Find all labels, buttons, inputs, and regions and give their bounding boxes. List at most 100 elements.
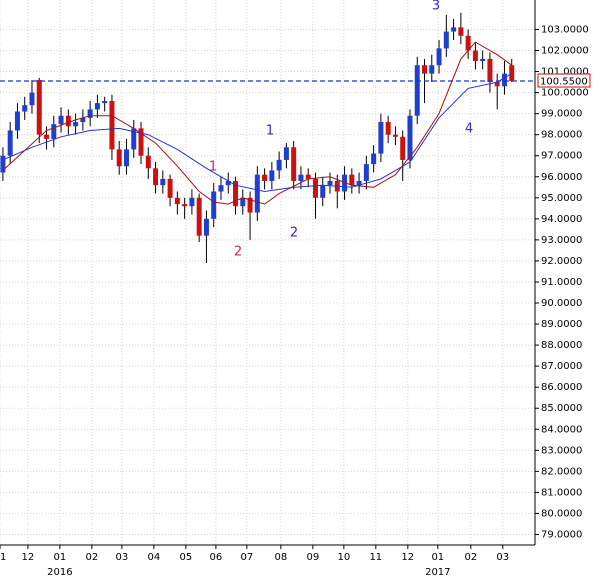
y-tick-label: 79.0000 [541, 529, 582, 540]
candle-body [116, 149, 122, 167]
candle-body [400, 136, 406, 160]
candle-body [327, 180, 333, 186]
candle-body [254, 174, 260, 213]
year-label: 2017 [425, 567, 450, 578]
candle-body [225, 180, 231, 186]
candle-body [458, 27, 464, 36]
candle-body [305, 174, 311, 179]
candle-body [378, 122, 384, 154]
x-tick-label: 07 [240, 552, 253, 563]
y-tick-label: 81.0000 [541, 487, 582, 498]
x-tick-label: 02 [86, 552, 99, 563]
x-tick-label: 09 [306, 552, 319, 563]
candle-body [247, 197, 253, 213]
y-tick-label: 91.0000 [541, 277, 582, 288]
candle-body [123, 149, 129, 167]
y-tick-label: 84.0000 [541, 424, 582, 435]
candle-body [203, 218, 209, 236]
candle-body [51, 124, 57, 139]
candle-body [131, 128, 137, 150]
candle-body [145, 155, 151, 169]
x-tick-label: 01 [54, 552, 67, 563]
wave-label: 1 [266, 124, 274, 139]
x-tick-label: 04 [148, 552, 161, 563]
candle-body [443, 31, 449, 49]
x-tick-label: 10 [337, 552, 350, 563]
candle-body [7, 130, 13, 156]
x-tick-label: 11 [369, 552, 382, 563]
moving-average [2, 73, 512, 193]
candle-body [283, 147, 289, 160]
candle-body [58, 115, 64, 125]
candle-body [480, 58, 486, 62]
candle-body [298, 174, 304, 181]
candle-body [422, 65, 428, 74]
candle-body [87, 109, 93, 118]
candle-body [363, 164, 369, 181]
y-tick-label: 100.0000 [541, 88, 589, 99]
x-tick-label: 02 [464, 552, 477, 563]
y-tick-label: 89.0000 [541, 319, 582, 330]
candle-body [392, 134, 398, 137]
candle-body [109, 101, 115, 150]
last-price-box [537, 73, 591, 88]
candle-body [371, 153, 377, 165]
y-tick-label: 85.0000 [541, 403, 582, 414]
y-tick-label: 102.0000 [541, 46, 589, 57]
year-label: 2016 [47, 567, 72, 578]
y-tick-label: 99.0000 [541, 109, 582, 120]
candle-body [189, 197, 195, 207]
y-tick-label: 87.0000 [541, 361, 582, 372]
y-tick-label: 86.0000 [541, 382, 582, 393]
candle-body [94, 103, 100, 110]
candle-body [211, 191, 217, 219]
y-tick-label: 96.0000 [541, 172, 582, 183]
candle-body [269, 170, 275, 181]
candle-body [414, 65, 420, 116]
candle-body [262, 174, 268, 181]
candle-body [36, 79, 42, 135]
y-tick-label: 95.0000 [541, 193, 582, 204]
candle-body [160, 178, 166, 186]
candle-body [167, 178, 173, 198]
candle-body [14, 111, 20, 131]
candle-body [218, 185, 224, 192]
y-tick-label: 90.0000 [541, 298, 582, 309]
candle-body [233, 180, 239, 207]
wave-label: 2 [234, 245, 242, 260]
candle-body [153, 168, 159, 186]
x-tick-label: 12 [22, 552, 35, 563]
y-tick-label: 92.0000 [541, 256, 582, 267]
y-tick-label: 94.0000 [541, 214, 582, 225]
candle-body [312, 178, 318, 198]
candle-body [240, 197, 246, 207]
candle-body [472, 50, 478, 62]
candle-body [182, 204, 188, 207]
candle-body [494, 82, 500, 87]
wave-label: 4 [465, 122, 473, 137]
candle-body [451, 27, 457, 32]
candle-body [356, 180, 362, 186]
wave-label: 1 [209, 160, 217, 175]
candle-body [487, 58, 493, 83]
y-tick-label: 98.0000 [541, 130, 582, 141]
candle-body [349, 174, 355, 186]
candle-body [29, 92, 35, 106]
x-tick-label: 06 [210, 552, 223, 563]
y-tick-label: 101.0000 [541, 67, 589, 78]
y-tick-label: 103.0000 [541, 24, 589, 35]
candle-body [407, 115, 413, 160]
last-price-label: 100.5500 [540, 77, 588, 88]
x-tick-label: 08 [275, 552, 288, 563]
candle-body [80, 117, 86, 123]
y-tick-label: 88.0000 [541, 340, 582, 351]
candle-body [174, 197, 180, 205]
candle-body [22, 105, 28, 112]
wave-label: 3 [432, 0, 440, 14]
candle-body [342, 174, 348, 192]
candle-body [196, 197, 202, 236]
candle-body [320, 185, 326, 198]
candle-body [501, 73, 507, 87]
